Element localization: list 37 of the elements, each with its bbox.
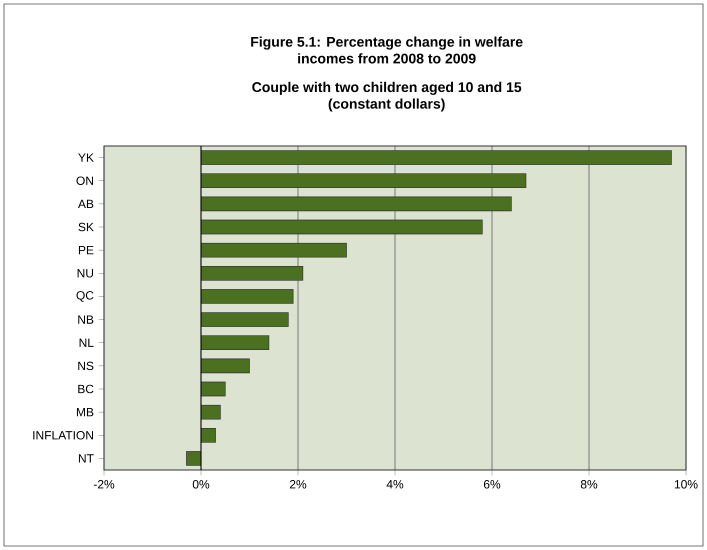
bar (200, 335, 270, 350)
x-tick-label: -2% (94, 480, 114, 488)
y-tick-label: NS (78, 362, 94, 370)
bar (200, 220, 483, 234)
y-tick-label: PE (78, 246, 94, 254)
y-tick-label: YK (78, 153, 94, 162)
y-tick-label: NL (80, 338, 94, 347)
y-tick-label: AB (78, 200, 94, 208)
bar (200, 196, 512, 212)
chart-subtitle: Couple with two children aged 10 and 15 (constant dollars) (252, 82, 522, 112)
bar (200, 358, 250, 374)
x-tick-label: 0% (192, 480, 210, 489)
y-tick-label: NB (78, 315, 94, 324)
bar (200, 173, 526, 188)
y-tick-label: SK (78, 222, 94, 232)
bar (200, 428, 216, 443)
bar (200, 242, 347, 258)
chart-title: Figure 5.1: Percentage change in welfare incomes from 2008 to 2009 (251, 36, 523, 64)
x-tick-label: 2% (290, 480, 306, 488)
x-tick-label: 6% (484, 480, 500, 489)
y-tick-label: BC (78, 384, 94, 394)
y-tick-label: MB (76, 408, 94, 416)
x-tick-label: 10% (674, 480, 698, 489)
y-tick-label: NU (78, 269, 94, 278)
x-tick-label: 8% (580, 480, 598, 489)
y-tick-label: NT (78, 454, 94, 463)
x-tick-label: 4% (386, 480, 404, 488)
y-tick-label: INFLATION (33, 431, 93, 440)
bar (200, 266, 304, 281)
y-tick-label: ON (76, 176, 93, 185)
bar (200, 312, 289, 327)
bar (200, 382, 226, 396)
y-tick-label: QC (76, 291, 94, 302)
bar (200, 404, 221, 420)
bar (200, 150, 672, 165)
bar (186, 451, 202, 466)
bar (200, 289, 294, 304)
